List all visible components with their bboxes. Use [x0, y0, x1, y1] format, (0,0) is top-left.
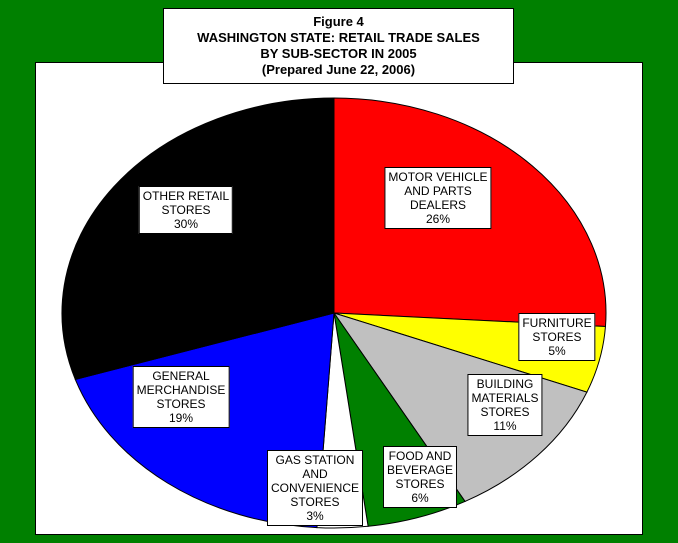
category-label: FOOD AND BEVERAGE STORES — [386, 449, 454, 491]
value-label: 30% — [173, 217, 199, 231]
category-label: GAS STATION AND CONVENIENCE STORES — [270, 453, 360, 509]
category-label: GENERAL MERCHANDISE STORES — [136, 369, 226, 411]
category-label: OTHER RETAIL STORES — [142, 189, 230, 217]
category-label: BUILDING MATERIALS STORES — [471, 377, 539, 419]
category-label: MOTOR VEHICLE AND PARTS DEALERS — [388, 170, 488, 212]
title-line: Figure 4 — [313, 14, 364, 29]
title-line: WASHINGTON STATE: RETAIL TRADE SALES — [197, 30, 480, 45]
slice-label: OTHER RETAIL STORES 30% — [138, 186, 234, 234]
slice-label: FURNITURE STORES 5% — [518, 313, 596, 361]
value-label: 5% — [548, 344, 566, 358]
pie-slice — [332, 312, 588, 503]
title-line: BY SUB-SECTOR IN 2005 — [260, 46, 417, 61]
value-label: 19% — [168, 411, 194, 425]
slice-label: FOOD AND BEVERAGE STORES 6% — [382, 446, 458, 508]
category-label: FURNITURE STORES — [522, 316, 592, 344]
value-label: 3% — [306, 509, 324, 523]
title-line: (Prepared June 22, 2006) — [261, 62, 416, 77]
value-label: 26% — [425, 212, 451, 226]
chart-title: Figure 4 WASHINGTON STATE: RETAIL TRADE … — [163, 8, 514, 84]
value-label: 11% — [493, 419, 517, 433]
slice-label: MOTOR VEHICLE AND PARTS DEALERS 26% — [384, 167, 492, 229]
value-label: 6% — [411, 491, 429, 505]
slice-label: BUILDING MATERIALS STORES 11% — [467, 374, 543, 436]
slice-label: GENERAL MERCHANDISE STORES 19% — [132, 366, 230, 428]
slice-label: GAS STATION AND CONVENIENCE STORES 3% — [266, 450, 364, 526]
pie-slice — [61, 97, 335, 381]
